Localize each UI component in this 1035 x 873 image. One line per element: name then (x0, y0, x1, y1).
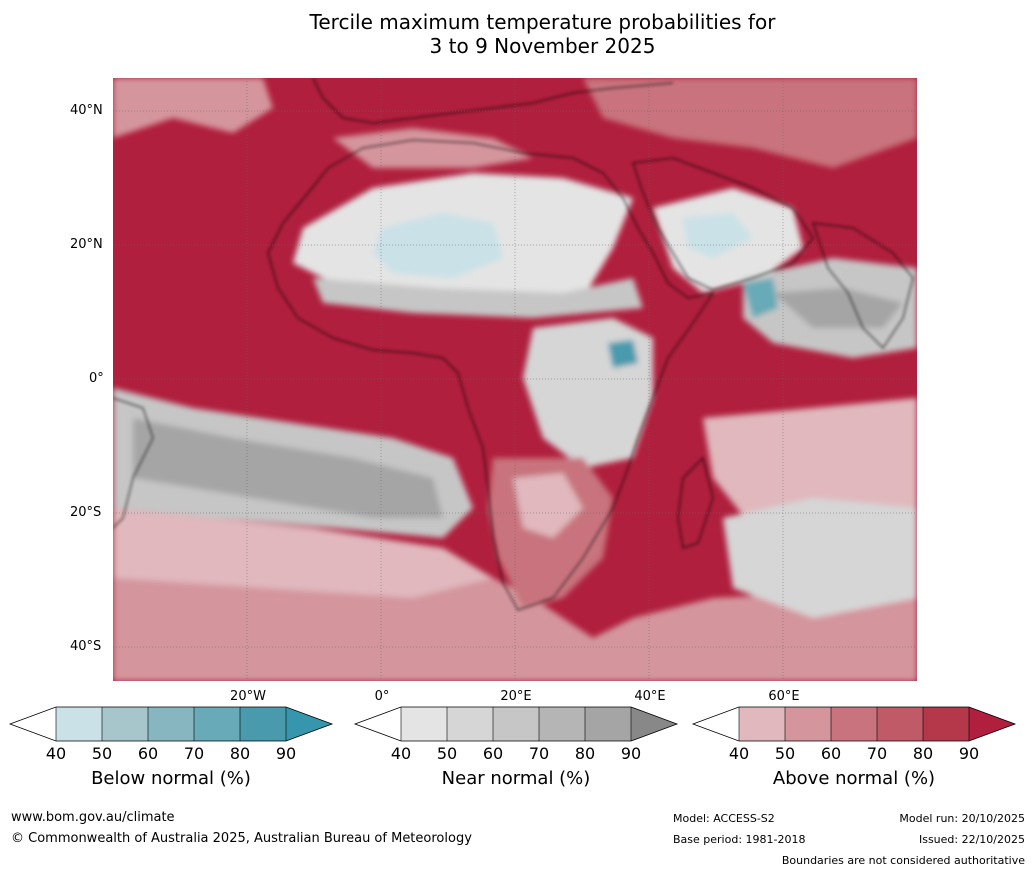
tick-below-70: 70 (183, 744, 205, 763)
coastlines (113, 78, 914, 611)
swatch-near-normal-2 (447, 707, 493, 741)
map-canvas (113, 78, 917, 681)
tick-below-50: 50 (91, 744, 113, 763)
tick-above-50: 50 (774, 744, 796, 763)
arabian-sea-near-normal-dark (773, 288, 903, 328)
tick-above-40: 40 (728, 744, 750, 763)
swatch-below-normal-2 (102, 707, 148, 741)
tick-near-90: 90 (620, 744, 642, 763)
website-link[interactable]: www.bom.gov.au/climate (11, 810, 175, 825)
south-ocean-pale-band (113, 508, 493, 598)
chart-title: Tercile maximum temperature probabilitie… (0, 10, 1035, 58)
swatch-below-normal-0 (10, 707, 56, 741)
base-period: Base period: 1981-2018 (673, 833, 806, 846)
legend-near-normal (353, 706, 679, 742)
tick-near-60: 60 (482, 744, 504, 763)
southern-africa-pale-patch (513, 473, 583, 538)
title-line-2: 3 to 9 November 2025 (429, 34, 656, 58)
tick-above-70: 70 (866, 744, 888, 763)
swatch-near-normal-5 (585, 707, 631, 741)
boundary-disclaimer: Boundaries are not considered authoritat… (781, 854, 1025, 867)
above-normal-patch-ne (583, 78, 917, 168)
legend-below-normal (8, 706, 334, 742)
lon-label-20w: 20°W (230, 689, 266, 704)
south-atlantic-near-normal-dark (133, 418, 443, 518)
legend-title-below: Below normal (%) (91, 768, 251, 789)
swatch-below-normal-3 (148, 707, 194, 741)
swatch-above-normal-1 (739, 707, 785, 741)
swatch-near-normal-6 (631, 707, 677, 741)
lon-label-40e: 40°E (634, 689, 666, 704)
map-gridlines (113, 78, 917, 681)
lat-label-20n: 20°N (70, 237, 103, 252)
swatch-near-normal-1 (401, 707, 447, 741)
lake-victoria-below-normal (608, 340, 638, 368)
lat-label-40n: 40°N (70, 103, 103, 118)
sahel-near-normal (313, 278, 643, 318)
tick-below-90: 90 (275, 744, 297, 763)
mediterranean-pale-patch (333, 128, 533, 168)
tick-below-80: 80 (229, 744, 251, 763)
legend-above-normal (691, 706, 1017, 742)
legend-title-above: Above normal (%) (772, 768, 936, 789)
swatch-below-normal-1 (56, 707, 102, 741)
tick-above-60: 60 (820, 744, 842, 763)
colorbar-near-normal (353, 706, 679, 742)
tick-above-80: 80 (912, 744, 934, 763)
swatch-above-normal-3 (831, 707, 877, 741)
lat-label-0: 0° (89, 371, 104, 386)
swatch-near-normal-0 (355, 707, 401, 741)
arabia-below-normal (683, 213, 753, 258)
lon-label-60e: 60°E (768, 689, 800, 704)
tick-near-40: 40 (390, 744, 412, 763)
swatch-below-normal-6 (286, 707, 332, 741)
tick-near-80: 80 (574, 744, 596, 763)
copyright-text: © Commonwealth of Australia 2025, Austra… (11, 831, 472, 846)
tick-below-60: 60 (137, 744, 159, 763)
above-normal-patch-north (113, 78, 273, 138)
tick-near-70: 70 (528, 744, 550, 763)
lat-label-20s: 20°S (70, 505, 102, 520)
swatch-near-normal-4 (539, 707, 585, 741)
model-name: Model: ACCESS-S2 (673, 812, 775, 825)
tick-below-40: 40 (45, 744, 67, 763)
lon-label-0: 0° (374, 689, 390, 704)
legend-title-near: Near normal (%) (441, 768, 591, 789)
swatch-near-normal-3 (493, 707, 539, 741)
probability-map (113, 78, 917, 681)
swatch-above-normal-0 (693, 707, 739, 741)
indian-ocean-near-normal (723, 498, 917, 618)
sahara-below-normal (373, 213, 503, 278)
colorbar-above-normal (691, 706, 1017, 742)
somalia-below-normal (743, 278, 778, 318)
model-run-date: Model run: 20/10/2025 (899, 812, 1025, 825)
swatch-above-normal-4 (877, 707, 923, 741)
tick-above-90: 90 (958, 744, 980, 763)
title-line-1: Tercile maximum temperature probabilitie… (309, 10, 776, 34)
lat-label-40s: 40°S (70, 639, 102, 654)
tick-near-50: 50 (436, 744, 458, 763)
colorbar-below-normal (8, 706, 334, 742)
swatch-below-normal-5 (240, 707, 286, 741)
issued-date: Issued: 22/10/2025 (918, 833, 1025, 846)
swatch-above-normal-2 (785, 707, 831, 741)
lon-label-20e: 20°E (500, 689, 532, 704)
swatch-above-normal-5 (923, 707, 969, 741)
swatch-above-normal-6 (969, 707, 1015, 741)
swatch-below-normal-4 (194, 707, 240, 741)
